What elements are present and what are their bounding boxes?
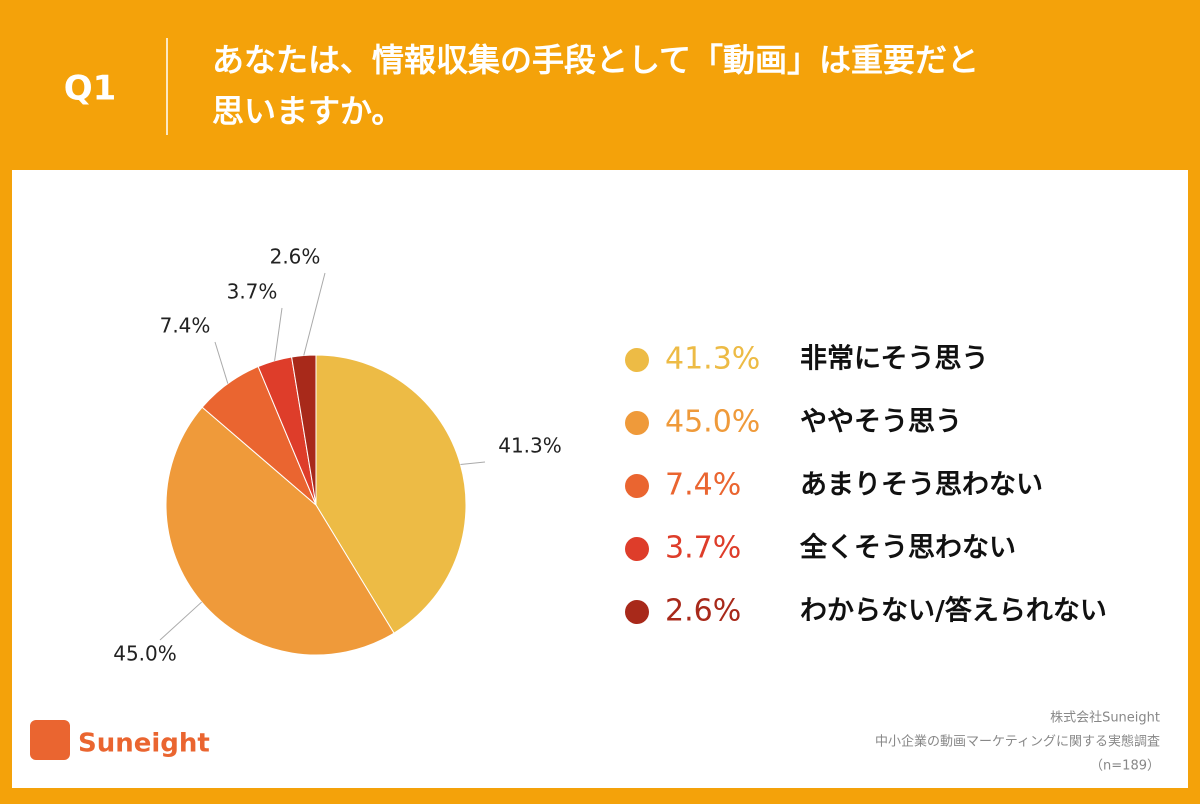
- legend-label: 全くそう思わない: [799, 532, 1016, 564]
- legend-value: 2.6%: [665, 594, 741, 629]
- legend-value: 3.7%: [665, 531, 741, 566]
- legend-label: わからない/答えられない: [800, 595, 1107, 627]
- pie-slice: [315, 354, 467, 634]
- data-label: 45.0%: [113, 642, 177, 666]
- data-label: 2.6%: [270, 245, 321, 269]
- leader-line: [214, 341, 229, 384]
- question-line: あなたは、情報収集の手段として「動画」は重要だと: [212, 41, 979, 79]
- question-line: 思いますか。: [212, 92, 403, 130]
- question-number: Q1: [64, 69, 117, 109]
- footer-note: （n=189）: [1090, 759, 1160, 774]
- footer-note: 中小企業の動画マーケティングに関する実態調査: [875, 734, 1160, 750]
- legend-value: 7.4%: [665, 468, 741, 503]
- data-label: 3.7%: [227, 280, 278, 304]
- legend-label: ややそう思う: [800, 407, 962, 438]
- logo: Suneight: [30, 720, 210, 760]
- data-label: 7.4%: [160, 314, 211, 338]
- legend-label: あまりそう思わない: [800, 470, 1043, 501]
- legend-value: 41.3%: [665, 342, 760, 377]
- legend-swatch: [625, 474, 649, 498]
- leader-line: [460, 461, 486, 466]
- leader-line: [303, 272, 326, 356]
- data-label: 41.3%: [498, 434, 562, 458]
- legend-label: 非常にそう思う: [800, 344, 988, 375]
- footer-note: 株式会社Suneight: [1050, 710, 1160, 726]
- legend-swatch: [625, 411, 649, 435]
- legend-swatch: [625, 600, 649, 624]
- legend-swatch: [625, 348, 649, 372]
- legend-value: 45.0%: [665, 405, 760, 440]
- logo-text: Suneight: [78, 729, 210, 759]
- legend-swatch: [625, 537, 649, 561]
- logo-icon: [30, 720, 70, 760]
- leader-line: [159, 601, 202, 641]
- leader-line: [274, 307, 283, 361]
